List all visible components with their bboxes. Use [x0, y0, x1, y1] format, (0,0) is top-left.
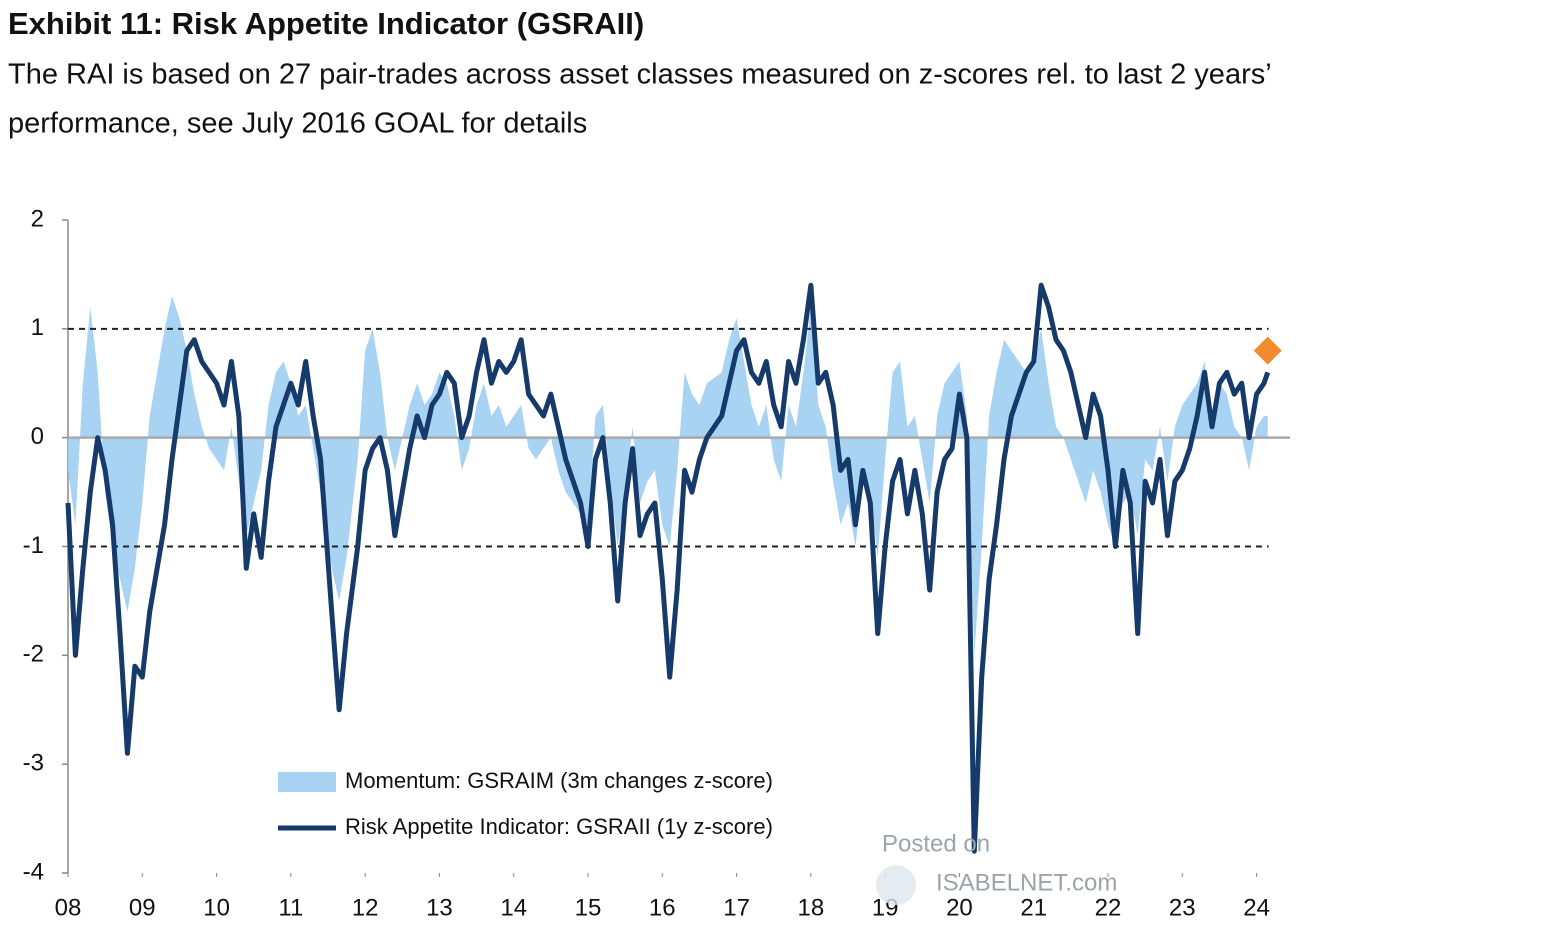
chart-subtitle: The RAI is based on 27 pair-trades acros…: [8, 59, 1272, 91]
watermark: Posted on: [882, 830, 990, 857]
y-tick-label: -4: [23, 858, 44, 885]
latest-marker: [1253, 336, 1282, 365]
chart-subtitle: performance, see July 2016 GOAL for deta…: [8, 108, 587, 140]
x-tick-label: 23: [1169, 894, 1196, 921]
x-tick-label: 21: [1020, 894, 1047, 921]
watermark: ISABELNET.com: [936, 869, 1117, 896]
x-tick-label: 17: [723, 894, 750, 921]
x-tick-label: 22: [1095, 894, 1122, 921]
x-tick-label: 20: [946, 894, 973, 921]
x-tick-label: 10: [203, 894, 230, 921]
x-tick-label: 16: [649, 894, 676, 921]
y-tick-label: -3: [23, 750, 44, 777]
y-tick-label: -1: [23, 532, 44, 559]
legend-label: Momentum: GSRAIM (3m changes z-score): [345, 768, 773, 793]
y-tick-label: 2: [31, 205, 44, 232]
x-tick-label: 12: [352, 894, 379, 921]
x-tick-label: 14: [500, 894, 527, 921]
y-tick-label: -2: [23, 641, 44, 668]
x-tick-label: 11: [278, 894, 303, 921]
y-tick-label: 1: [31, 314, 44, 341]
x-tick-label: 09: [129, 894, 156, 921]
rai-line: [65, 282, 1271, 854]
watermark-logo: [876, 865, 916, 905]
x-tick-label: 18: [798, 894, 825, 921]
legend-swatch: [278, 772, 336, 792]
y-tick-label: 0: [31, 423, 44, 450]
x-tick-label: 24: [1243, 894, 1270, 921]
x-tick-label: 15: [575, 894, 602, 921]
chart-title: Exhibit 11: Risk Appetite Indicator (GSR…: [8, 6, 644, 41]
momentum-area: [68, 296, 1268, 656]
legend-label: Risk Appetite Indicator: GSRAII (1y z-sc…: [345, 814, 773, 839]
x-tick-label: 08: [55, 894, 82, 921]
x-tick-label: 13: [426, 894, 453, 921]
